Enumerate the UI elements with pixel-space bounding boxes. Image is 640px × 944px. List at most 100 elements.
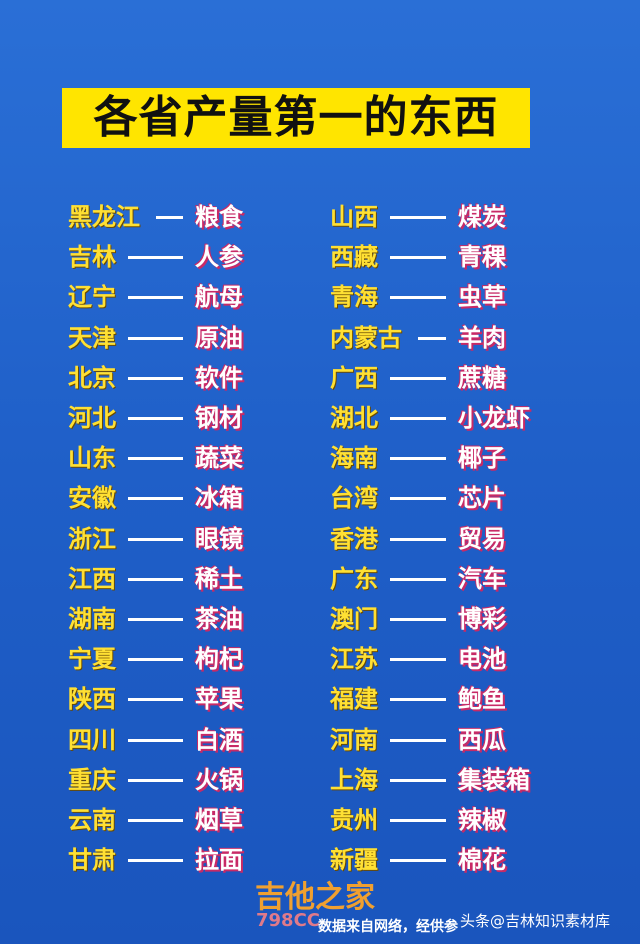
province: 湖南: [68, 605, 116, 633]
source: 头条@吉林知识素材库: [460, 912, 611, 930]
province: 浙江: [68, 524, 116, 553]
product: 羊肉: [458, 323, 506, 352]
province: 江苏: [330, 645, 378, 674]
dash: [128, 698, 183, 702]
province: 广西: [330, 363, 378, 392]
province: 安徽: [68, 484, 116, 513]
dash: [390, 417, 446, 420]
product: 人参: [195, 243, 243, 272]
product: 原油: [195, 323, 243, 352]
dash: [390, 658, 446, 662]
province: 陕西: [68, 685, 116, 714]
dash: [390, 497, 446, 501]
dash: [390, 216, 446, 219]
dash: [128, 457, 183, 461]
dash: [128, 618, 183, 621]
product: 博彩: [458, 605, 506, 633]
product: 集装箱: [458, 765, 530, 794]
title: 各省产量第一的东西: [62, 88, 530, 148]
province: 黑龙江: [68, 203, 140, 231]
province: 山东: [68, 444, 116, 473]
province: 四川: [68, 725, 116, 754]
dash: [128, 819, 183, 822]
product: 航母: [195, 283, 243, 312]
province: 天津: [68, 323, 116, 352]
product: 火锅: [195, 765, 243, 794]
dash: [390, 296, 446, 300]
province: 上海: [330, 765, 378, 794]
province: 辽宁: [68, 283, 116, 312]
province: 江西: [68, 564, 116, 593]
province: 香港: [330, 524, 378, 553]
province: 河北: [68, 404, 116, 432]
product: 煤炭: [458, 203, 506, 231]
dash: [390, 618, 446, 621]
product: 芯片: [458, 484, 506, 513]
dash: [128, 859, 183, 863]
province: 宁夏: [68, 645, 116, 674]
dash: [128, 497, 183, 501]
province: 北京: [68, 363, 116, 392]
product: 小龙虾: [458, 404, 530, 432]
dash: [390, 537, 446, 541]
product: 软件: [195, 363, 243, 392]
product: 椰子: [458, 444, 506, 473]
product: 蔬菜: [195, 444, 243, 473]
province: 山西: [330, 203, 378, 231]
dash: [156, 216, 183, 219]
province: 甘肃: [68, 846, 116, 875]
dash: [128, 778, 183, 782]
province: 云南: [68, 806, 116, 834]
product: 苹果: [195, 685, 243, 714]
product: 白酒: [195, 725, 243, 754]
dash: [128, 577, 183, 581]
product: 汽车: [458, 564, 506, 593]
product: 青稞: [458, 243, 506, 272]
product: 粮食: [195, 203, 243, 231]
dash: [128, 296, 183, 300]
product: 烟草: [195, 806, 243, 834]
product: 贸易: [458, 524, 506, 553]
product: 眼镜: [195, 524, 243, 553]
product: 稀土: [195, 564, 243, 593]
dash: [390, 376, 446, 380]
dash: [390, 859, 446, 863]
dash: [128, 336, 183, 340]
province: 新疆: [330, 846, 378, 875]
product: 棉花: [458, 846, 506, 875]
product: 蔗糖: [458, 363, 506, 392]
product: 冰箱: [195, 484, 243, 513]
province: 内蒙古: [330, 323, 402, 352]
province: 重庆: [68, 765, 116, 794]
product: 鲍鱼: [458, 685, 506, 714]
watermark-sub: 798CC: [256, 910, 320, 931]
dash: [390, 577, 446, 581]
dash: [128, 256, 183, 260]
province: 福建: [330, 685, 378, 714]
dash: [390, 778, 446, 782]
dash: [128, 658, 183, 662]
province: 贵州: [330, 806, 378, 834]
dash: [128, 537, 183, 541]
product: 辣椒: [458, 806, 506, 834]
footer-note: 数据来自网络，经供参: [318, 919, 458, 935]
province: 河南: [330, 725, 378, 754]
product: 茶油: [195, 605, 243, 633]
dash: [390, 738, 446, 742]
dash: [390, 698, 446, 702]
province: 澳门: [330, 605, 378, 633]
province: 青海: [330, 283, 378, 312]
product: 虫草: [458, 283, 506, 312]
province: 台湾: [330, 484, 378, 513]
watermark: 吉他之家: [255, 880, 375, 915]
product: 拉面: [195, 846, 243, 875]
dash: [418, 336, 446, 340]
province: 吉林: [68, 243, 116, 272]
province: 湖北: [330, 404, 378, 432]
dash: [128, 738, 183, 742]
dash: [390, 256, 446, 260]
product: 西瓜: [458, 725, 506, 754]
dash: [390, 819, 446, 822]
province: 西藏: [330, 243, 378, 272]
product: 钢材: [195, 404, 243, 432]
